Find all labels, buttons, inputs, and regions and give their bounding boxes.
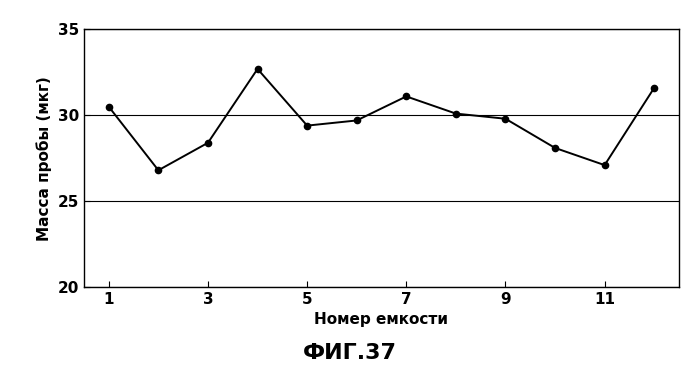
Text: ФИГ.37: ФИГ.37 [303,343,397,363]
Y-axis label: Масса пробы (мкг): Масса пробы (мкг) [36,76,52,241]
X-axis label: Номер емкости: Номер емкости [314,312,449,328]
